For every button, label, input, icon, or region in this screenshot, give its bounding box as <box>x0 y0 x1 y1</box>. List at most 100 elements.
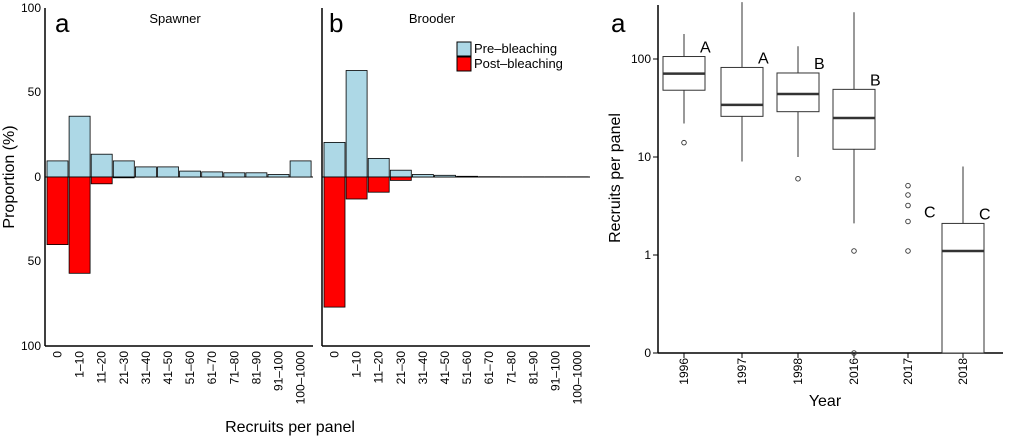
spawner-x-tick-label-9: 81–90 <box>249 351 263 385</box>
box-outlier-2017-1 <box>905 218 911 225</box>
spawner-pre-bleaching-bar-5 <box>157 166 179 178</box>
brooder-x-tick-label-7: 61–70 <box>482 351 496 385</box>
spawner-post-bleaching-bar-1 <box>68 176 91 274</box>
box-outlier-2017-2 <box>905 202 911 209</box>
legend-label-post-bleaching: Post–bleaching <box>474 56 563 71</box>
box-y-tick-label-3: 100 <box>631 52 651 66</box>
spawner-y-tick-50-top: 50 <box>28 85 42 99</box>
legend-swatch-pre-bleaching <box>456 41 472 57</box>
brooder-x-tick-label-10: 91–100 <box>549 351 563 391</box>
x-axis-title-recruits: Recruits per panel <box>225 419 355 436</box>
box-iqr-1997 <box>720 66 764 117</box>
box-group-letter-1998: B <box>814 56 825 73</box>
spawner-y-tick-100-bottom: 100 <box>21 339 41 353</box>
spawner-post-bleaching-bar-0 <box>46 176 69 245</box>
brooder-pre-bleaching-bar-6 <box>456 175 479 178</box>
spawner-post-bleaching-bar-3 <box>112 176 135 179</box>
spawner-x-tick-label-3: 21–30 <box>117 351 131 385</box>
spawner-pre-bleaching-bar-3 <box>112 160 135 178</box>
box-group-letter-2017: C <box>924 205 936 222</box>
box-outlier-1998-0 <box>795 175 801 182</box>
brooder-pre-bleaching-bar-4 <box>411 174 434 178</box>
spawner-pre-bleaching-bar-10 <box>267 174 290 178</box>
spawner-post-bleaching-bar-2 <box>90 176 113 185</box>
legend: Pre–bleaching Post–bleaching <box>456 41 563 72</box>
brooder-pre-bleaching-bar-5 <box>434 174 456 178</box>
brooder-x-tick-label-8: 71–80 <box>504 351 518 385</box>
brooder-x-tick-label-3: 21–30 <box>394 351 408 385</box>
brooder-post-bleaching-bar-3 <box>389 176 412 181</box>
brooder-pre-bleaching-bar-1 <box>345 70 368 178</box>
box-x-tick-label-1997: 1997 <box>735 358 749 385</box>
spawner-x-tick-label-2: 11–20 <box>95 351 109 384</box>
box-panel-letter: a <box>611 8 626 38</box>
spawner-pre-bleaching-bar-11 <box>289 160 312 178</box>
box-outlier-2017-0 <box>905 248 911 254</box>
brooder-panel-letter: b <box>329 8 343 38</box>
spawner-x-tick-label-6: 51–60 <box>183 351 197 385</box>
legend-label-pre-bleaching: Pre–bleaching <box>474 41 557 56</box>
spawner-pre-bleaching-bar-0 <box>46 160 69 178</box>
box-outlier-2016-0 <box>851 248 857 254</box>
spawner-x-tick-label-1: 1–10 <box>73 351 87 378</box>
box-x-tick-label-1996: 1996 <box>677 358 691 385</box>
box-y-tick-label-0: 0 <box>644 346 651 360</box>
spawner-pre-bleaching-bar-2 <box>90 153 113 178</box>
spawner-y-tick-50-bottom: 50 <box>28 254 42 268</box>
box-iqr-2018 <box>941 222 985 354</box>
legend-swatch-post-bleaching <box>456 56 472 72</box>
brooder-x-tick-label-2: 11–20 <box>372 351 386 384</box>
spawner-x-tick-label-0: 0 <box>51 351 65 358</box>
box-outlier-2017-3 <box>905 192 911 198</box>
box-group-letter-1996: A <box>700 40 711 57</box>
box-outlier-1996-0 <box>681 139 687 146</box>
box-x-tick-label-2016: 2016 <box>847 358 861 385</box>
box-y-axis-title: Recruits per panel <box>607 113 624 243</box>
spawner-x-tick-label-10: 91–100 <box>272 351 286 391</box>
spawner-pre-bleaching-bar-7 <box>201 171 224 178</box>
brooder-post-bleaching-bar-1 <box>345 176 368 200</box>
box-group-letter-1997: A <box>758 50 769 67</box>
brooder-pre-bleaching-bar-3 <box>389 169 412 178</box>
brooder-panel-title: Brooder <box>409 11 456 26</box>
box-outlier-2017-4 <box>905 182 911 189</box>
spawner-panel-title: Spawner <box>149 11 201 26</box>
box-x-axis-title: Year <box>809 393 842 410</box>
spawner-pre-bleaching-bar-8 <box>223 172 246 178</box>
brooder-x-tick-label-9: 81–90 <box>526 351 540 385</box>
spawner-panel-letter: a <box>55 8 70 38</box>
box-x-tick-label-1998: 1998 <box>791 358 805 385</box>
brooder-x-tick-label-4: 31–40 <box>416 351 430 385</box>
box-group-letter-2016: B <box>870 72 881 89</box>
brooder-post-bleaching-bar-2 <box>367 176 390 193</box>
box-iqr-2016 <box>832 88 876 150</box>
spawner-pre-bleaching-bar-6 <box>179 170 202 178</box>
brooder-x-tick-label-1: 1–10 <box>350 351 364 378</box>
spawner-pre-bleaching-bar-1 <box>68 115 91 178</box>
brooder-pre-bleaching-bar-2 <box>367 157 390 178</box>
spawner-x-tick-label-5: 41–50 <box>161 351 175 385</box>
spawner-x-tick-label-7: 61–70 <box>205 351 219 385</box>
spawner-x-tick-label-8: 71–80 <box>227 351 241 385</box>
y-axis-title-proportion: Proportion (%) <box>1 125 18 228</box>
brooder-x-tick-label-6: 51–60 <box>460 351 474 385</box>
box-y-tick-label-2: 10 <box>638 150 652 164</box>
box-x-tick-label-2018: 2018 <box>956 358 970 385</box>
brooder-x-tick-label-11: 100–1000 <box>571 351 585 405</box>
spawner-x-tick-label-4: 31–40 <box>139 351 153 385</box>
spawner-x-tick-label-11: 100–1000 <box>294 351 308 405</box>
spawner-pre-bleaching-bar-9 <box>245 172 268 178</box>
spawner-pre-bleaching-bar-4 <box>134 166 157 178</box>
spawner-y-tick-0: 0 <box>34 170 41 184</box>
brooder-x-tick-label-0: 0 <box>328 351 342 358</box>
brooder-panel: b Brooder Pre–bleaching Post–bleaching <box>321 8 590 347</box>
brooder-post-bleaching-bar-0 <box>323 176 346 308</box>
chart-marks: 0 1–10 11–20 21–30 31–40 41–50 51–60 61–70 71–80… <box>46 2 991 405</box>
box-y-tick-label-1: 1 <box>644 248 651 262</box>
box-group-letter-2018: C <box>979 206 991 223</box>
brooder-pre-bleaching-bar-0 <box>323 141 346 178</box>
brooder-x-tick-label-5: 41–50 <box>438 351 452 385</box>
spawner-y-tick-100-top: 100 <box>21 1 41 15</box>
box-outlier-2016-1 <box>851 350 857 356</box>
